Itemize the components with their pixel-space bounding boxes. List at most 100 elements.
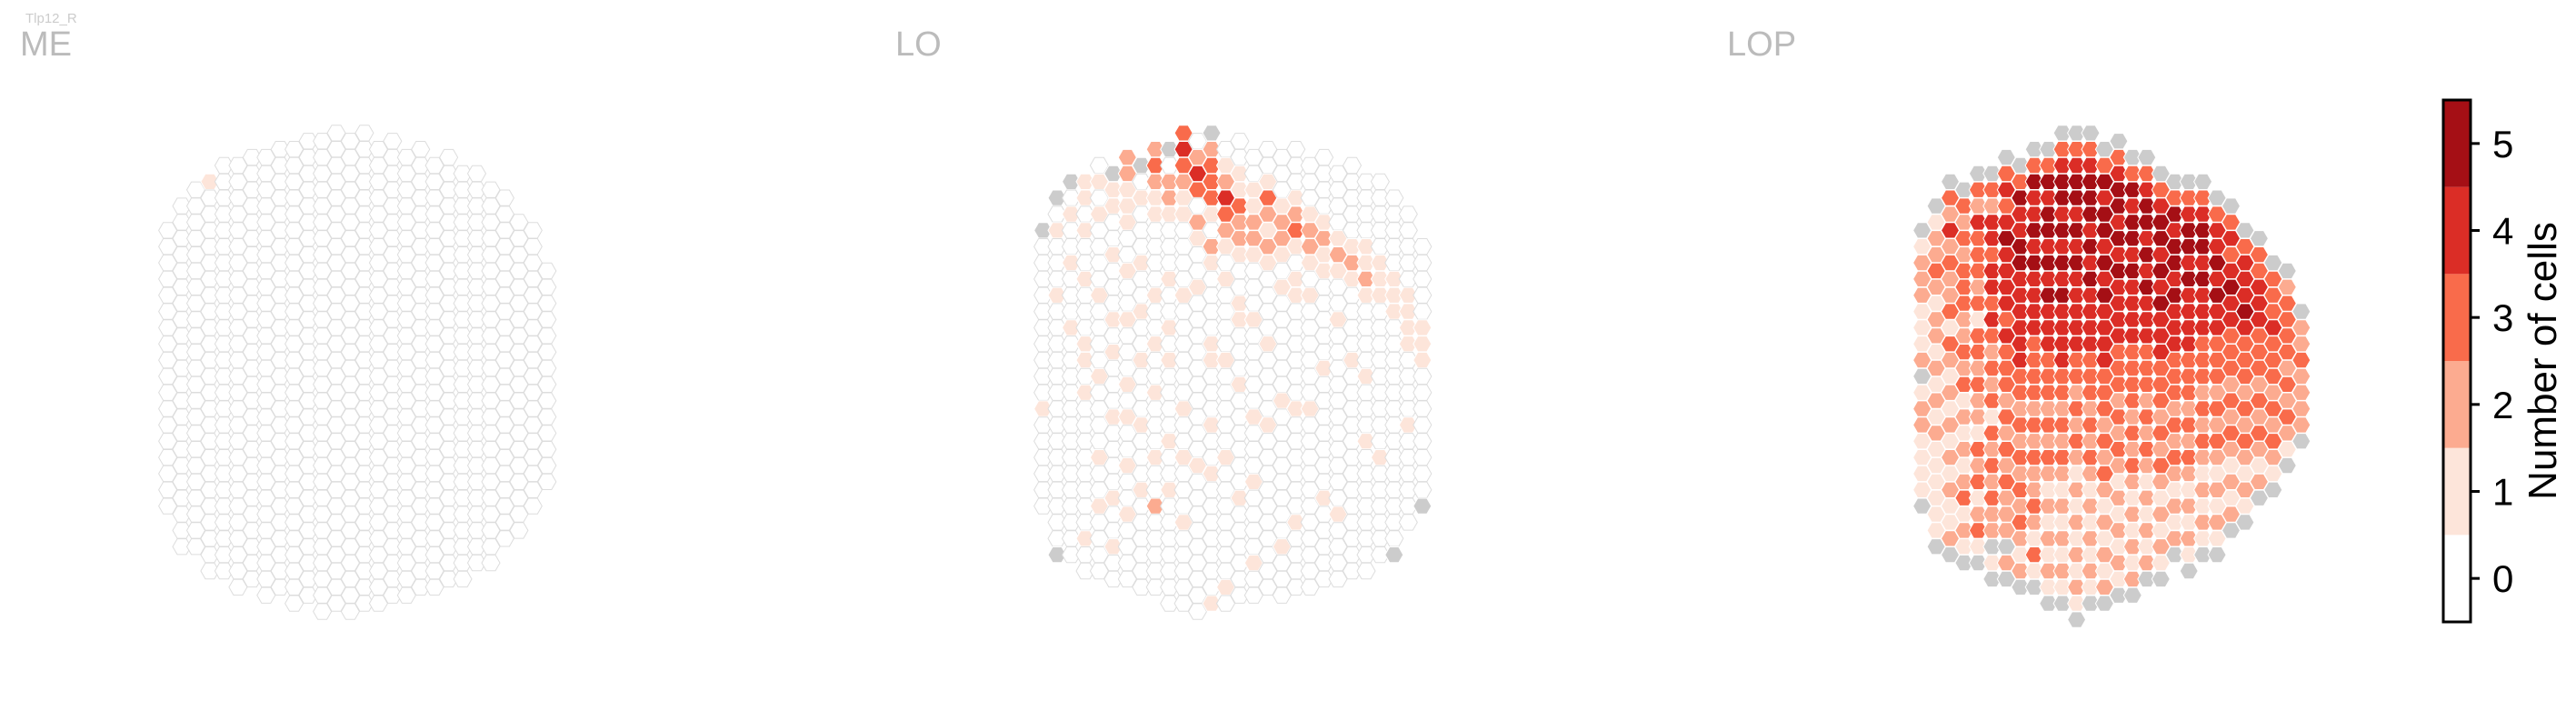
hex-column — [1286, 189, 1306, 206]
hex-column — [1145, 189, 1165, 206]
hex-column — [1187, 473, 1208, 490]
hex-column — [1314, 473, 1334, 490]
hex-column — [1061, 189, 1082, 206]
hex-column — [1047, 514, 1067, 531]
colorbar-bins — [2443, 100, 2471, 622]
hex-column — [494, 351, 514, 369]
hex-column — [466, 473, 487, 490]
hex-column — [453, 392, 473, 409]
colorbar-bin — [2443, 447, 2471, 536]
hex-column — [242, 473, 262, 490]
colorbar-tick-label: 0 — [2492, 557, 2513, 600]
hex-column — [453, 311, 473, 328]
hex-column — [1258, 514, 1278, 531]
hex-column — [1286, 433, 1306, 450]
hex-column — [537, 376, 557, 393]
hex-column — [1145, 514, 1165, 531]
hex-column — [1370, 270, 1390, 287]
hex-column — [354, 270, 374, 287]
hex-column — [2094, 351, 2114, 369]
colorbar: 0 1 2 3 4 5 Number of cells — [2441, 98, 2565, 624]
hex-column — [1384, 433, 1404, 450]
hex-column — [1047, 189, 1067, 206]
hex-column — [270, 270, 290, 287]
hex-column — [1328, 230, 1348, 247]
hex-column — [1145, 578, 1165, 596]
hex-column — [1230, 133, 1250, 150]
hex-column — [242, 392, 262, 409]
hex-column — [2122, 473, 2142, 490]
hex-column — [1328, 311, 1348, 328]
colorbar-tick-label: 5 — [2492, 123, 2513, 165]
hex-column — [1328, 554, 1348, 572]
hex-column — [1187, 230, 1208, 247]
hex-column — [1187, 554, 1208, 572]
hex-column — [214, 562, 234, 580]
hex-column — [340, 148, 360, 166]
hex-column — [1230, 311, 1250, 328]
hex-column — [1132, 578, 1152, 596]
hex-column — [1398, 222, 1418, 239]
hex-column — [1243, 586, 1263, 604]
hex-column — [494, 433, 514, 450]
hex-column — [340, 603, 360, 620]
hex-column — [466, 392, 487, 409]
colorbar-label: Number of cells — [2521, 222, 2565, 500]
hex-column — [2011, 351, 2031, 369]
hex-column — [270, 578, 290, 596]
hex-column — [1342, 514, 1363, 531]
hex-column — [298, 473, 318, 490]
hex-column — [1075, 270, 1095, 287]
hex-column — [411, 578, 431, 596]
hex-column — [537, 425, 557, 442]
hex-column — [2137, 311, 2157, 328]
hex-column — [2039, 433, 2059, 450]
hex-column — [2011, 578, 2031, 596]
hex-column — [2024, 514, 2044, 531]
hex-column — [383, 473, 403, 490]
hex-column — [1187, 148, 1208, 166]
hex-column — [340, 473, 360, 490]
hex-column — [1103, 570, 1123, 588]
hex-column — [1230, 554, 1250, 572]
hex-column — [439, 473, 459, 490]
colorbar-tick-label: 3 — [2492, 296, 2513, 339]
hex-column — [1982, 473, 2002, 490]
hex-column — [2291, 351, 2311, 369]
hex-column — [2109, 311, 2129, 328]
hex-column — [2109, 586, 2129, 604]
hex-column — [1384, 189, 1404, 206]
hex-column — [1370, 351, 1390, 369]
panel-lop: LOP — [1727, 25, 2311, 628]
hex-column — [2193, 433, 2213, 450]
hex-column — [537, 473, 557, 490]
hex-column — [298, 230, 318, 247]
hex-column — [424, 578, 444, 596]
hex-column — [1230, 392, 1250, 409]
hex-column — [2291, 367, 2311, 386]
hex-column — [383, 133, 403, 150]
hex-column — [2193, 270, 2213, 287]
hex-column — [1103, 230, 1123, 247]
hex-column — [1912, 433, 1932, 450]
hex-column — [2081, 270, 2101, 287]
hex-column — [1982, 230, 2002, 247]
hex-column — [1954, 392, 1974, 409]
hex-column — [2207, 546, 2227, 564]
hex-column — [466, 230, 487, 247]
hex-column — [424, 189, 444, 206]
hex-column — [1061, 270, 1082, 287]
hex-column — [2179, 562, 2199, 580]
hex-column — [1996, 148, 2016, 166]
hex-column — [298, 554, 318, 572]
hex-column — [2011, 270, 2031, 287]
hex-column — [2277, 262, 2297, 280]
hex-column — [2263, 481, 2283, 498]
hex-column — [1145, 433, 1165, 450]
hex-column — [1413, 351, 1433, 369]
hex-column — [1117, 570, 1137, 588]
hex-column — [285, 595, 305, 612]
hex-column — [494, 270, 514, 287]
hex-column — [1384, 514, 1404, 531]
hex-column — [1370, 189, 1390, 206]
